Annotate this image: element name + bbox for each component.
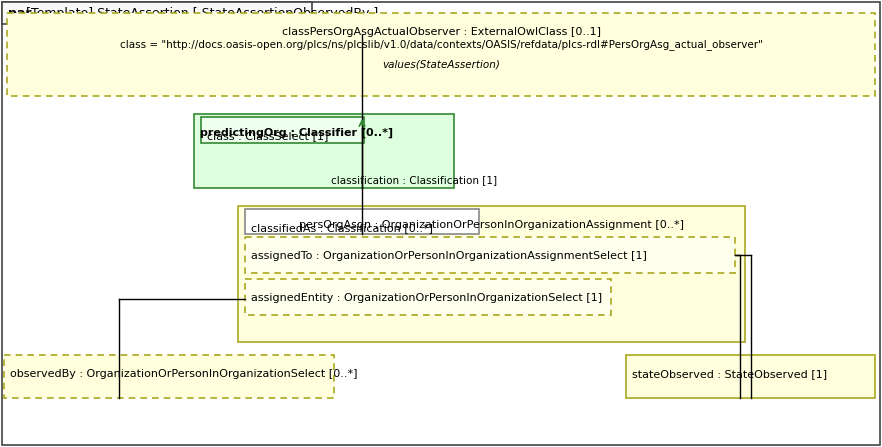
Text: class : ClassSelect [1]: class : ClassSelect [1] xyxy=(207,131,328,141)
Bar xyxy=(245,279,611,315)
Text: classification : Classification [1]: classification : Classification [1] xyxy=(331,176,497,186)
Text: predictingOrg : Classifier [0..*]: predictingOrg : Classifier [0..*] xyxy=(200,128,393,138)
Text: persOrgAsgn : OrganizationOrPersonInOrganizationAssignment [0..*]: persOrgAsgn : OrganizationOrPersonInOrga… xyxy=(299,219,684,230)
Bar xyxy=(4,355,334,398)
Bar xyxy=(238,206,745,342)
Bar xyxy=(201,117,364,143)
Bar xyxy=(245,237,735,273)
Text: classPersOrgAsgActualObserver : ExternalOwlClass [0..1]: classPersOrgAsgActualObserver : External… xyxy=(281,27,601,38)
Bar xyxy=(2,2,312,24)
Bar xyxy=(626,355,875,398)
Text: [Template] StateAssertion⁠ [ StateAssertionObservedBy ]: [Template] StateAssertion⁠ [ StateAssert… xyxy=(26,8,378,21)
Text: par: par xyxy=(8,8,36,21)
Text: stateObserved : StateObserved [1]: stateObserved : StateObserved [1] xyxy=(632,369,827,380)
Text: assignedTo : OrganizationOrPersonInOrganizationAssignmentSelect [1]: assignedTo : OrganizationOrPersonInOrgan… xyxy=(251,251,647,261)
Text: classifiedAs : Classification [0..*]: classifiedAs : Classification [0..*] xyxy=(251,223,433,233)
Bar xyxy=(194,114,454,188)
Text: observedBy : OrganizationOrPersonInOrganizationSelect [0..*]: observedBy : OrganizationOrPersonInOrgan… xyxy=(10,369,357,380)
Text: assignedEntity : OrganizationOrPersonInOrganizationSelect [1]: assignedEntity : OrganizationOrPersonInO… xyxy=(251,293,602,304)
Text: values(StateAssertion): values(StateAssertion) xyxy=(382,60,500,70)
Text: class = "http://docs.oasis-open.org/plcs/ns/plcslib/v1.0/data/contexts/OASIS/ref: class = "http://docs.oasis-open.org/plcs… xyxy=(120,39,762,50)
Bar xyxy=(245,209,479,234)
Bar xyxy=(7,13,875,96)
